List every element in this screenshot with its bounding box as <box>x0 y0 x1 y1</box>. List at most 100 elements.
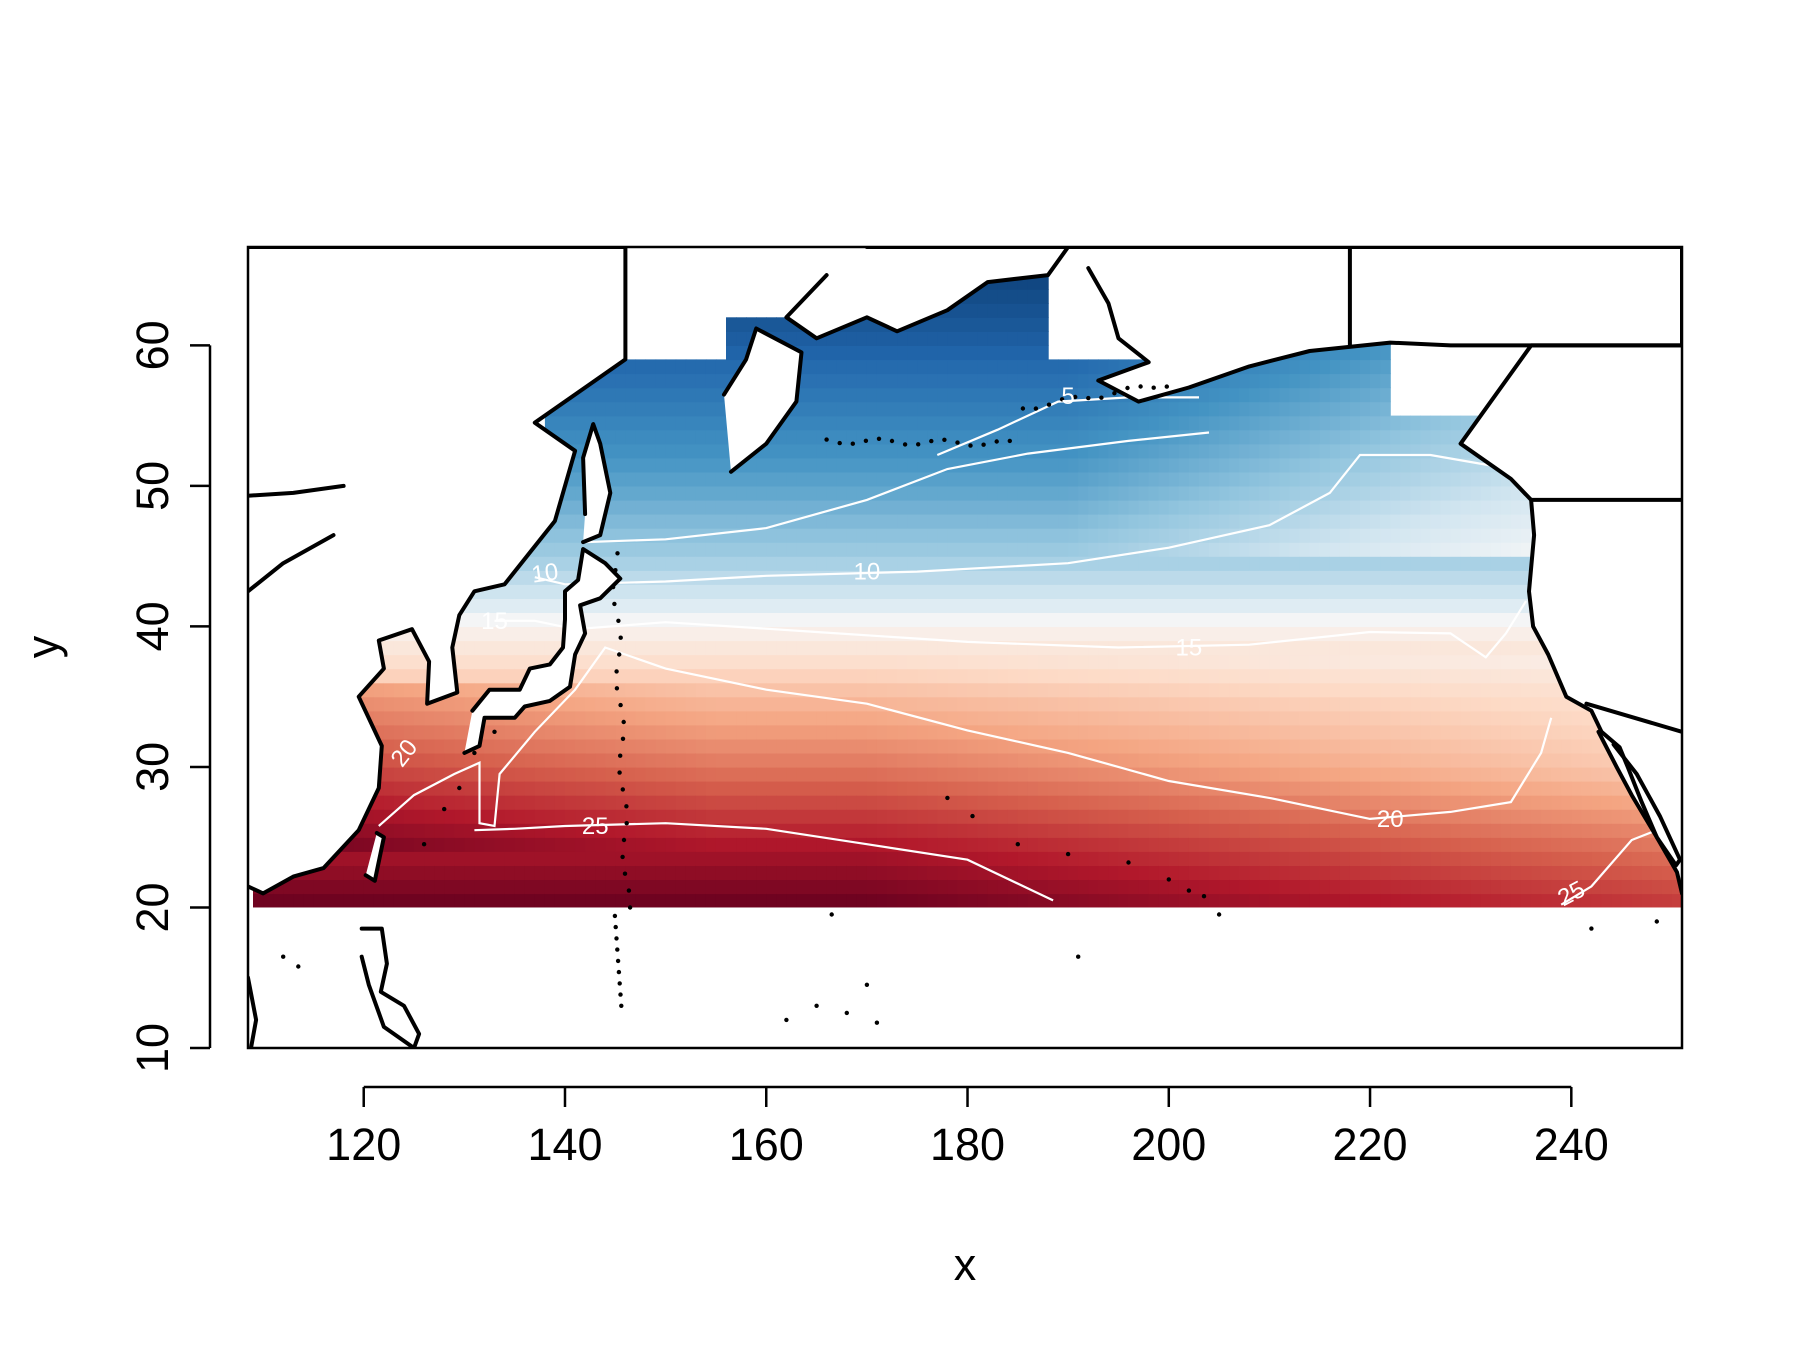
heatmap-cell <box>1390 612 1401 628</box>
heatmap-cell <box>504 584 516 599</box>
heatmap-cell <box>424 766 435 782</box>
heatmap-cell <box>1219 654 1230 670</box>
heatmap-cell <box>1400 823 1411 838</box>
heatmap-cell <box>937 654 948 670</box>
heatmap-cell <box>806 331 818 346</box>
heatmap-cell <box>1279 738 1291 754</box>
heatmap-cell <box>1380 724 1391 740</box>
heatmap-cell <box>1360 682 1371 698</box>
heatmap-cell <box>695 401 707 417</box>
heatmap-cell <box>544 415 556 431</box>
heatmap-cell <box>625 865 637 880</box>
heatmap-cell <box>776 514 787 529</box>
heatmap-cell <box>1571 893 1582 909</box>
heatmap-cell <box>836 893 848 909</box>
heatmap-cell <box>1138 499 1150 515</box>
heatmap-cell <box>1088 570 1099 585</box>
heatmap-cell <box>605 893 616 909</box>
heatmap-cell <box>1219 598 1230 613</box>
heatmap-cell <box>1259 373 1270 389</box>
heatmap-cell <box>1188 823 1200 838</box>
heatmap-cell <box>1490 781 1502 796</box>
heatmap-cell <box>836 654 848 670</box>
heatmap-cell <box>1017 387 1029 403</box>
heatmap-cell <box>917 584 928 599</box>
heatmap-cell <box>1058 612 1069 628</box>
heatmap-cell <box>1571 766 1582 782</box>
heatmap-cell <box>1178 514 1190 529</box>
heatmap-cell <box>1108 823 1120 838</box>
heatmap-cell <box>1339 443 1351 459</box>
heatmap-cell <box>1199 823 1210 838</box>
heatmap-cell <box>1027 752 1039 768</box>
heatmap-cell <box>1500 696 1512 712</box>
heatmap-cell <box>1390 570 1401 585</box>
heatmap-cell <box>635 415 647 431</box>
heatmap-cell <box>1007 598 1019 613</box>
heatmap-cell <box>897 373 908 389</box>
heatmap-cell <box>1430 682 1442 698</box>
heatmap-cell <box>1521 668 1532 684</box>
heatmap-cell <box>524 710 536 726</box>
heatmap-cell <box>544 598 556 613</box>
heatmap-cell <box>1349 612 1361 628</box>
heatmap-cell <box>1088 373 1099 389</box>
heatmap-cell <box>1571 851 1582 866</box>
heatmap-cell <box>1400 654 1411 670</box>
heatmap-cell <box>1138 654 1150 670</box>
heatmap-cell <box>1199 485 1210 501</box>
heatmap-cell <box>1098 738 1109 754</box>
heatmap-cell <box>856 345 868 361</box>
heatmap-cell <box>1299 724 1311 740</box>
heatmap-cell <box>987 317 999 332</box>
heatmap-cell <box>1027 429 1039 445</box>
heatmap-cell <box>1339 415 1351 431</box>
heatmap-cell <box>957 401 969 417</box>
heatmap-cell <box>1239 542 1250 557</box>
heatmap-cell <box>967 303 979 318</box>
heatmap-cell <box>927 359 938 375</box>
heatmap-cell <box>625 471 637 487</box>
heatmap-cell <box>1168 387 1180 403</box>
heatmap-cell <box>514 640 526 656</box>
heatmap-cell <box>1521 570 1532 585</box>
heatmap-cell <box>1048 823 1059 838</box>
heatmap-cell <box>897 584 908 599</box>
heatmap-cell <box>1038 668 1049 684</box>
heatmap-cell <box>866 542 878 557</box>
heatmap-cell <box>665 401 677 417</box>
heatmap-cell <box>645 499 657 515</box>
heatmap-cell <box>1349 485 1361 501</box>
heatmap-cell <box>1521 809 1532 824</box>
heatmap-cell <box>1460 598 1472 613</box>
heatmap-cell <box>665 766 677 782</box>
heatmap-cell <box>534 542 546 557</box>
heatmap-cell <box>957 724 969 740</box>
heatmap-cell <box>1541 823 1552 838</box>
heatmap-cell <box>957 893 969 909</box>
heatmap-cell <box>514 893 526 909</box>
heatmap-cell <box>1420 710 1432 726</box>
heatmap-cell <box>313 879 325 895</box>
heatmap-cell <box>434 809 445 824</box>
heatmap-cell <box>1420 457 1432 473</box>
heatmap-cell <box>1551 738 1562 754</box>
heatmap-cell <box>947 584 959 599</box>
heatmap-cell <box>1188 865 1200 880</box>
heatmap-cell <box>1007 471 1019 487</box>
heatmap-cell <box>665 485 677 501</box>
heatmap-cell <box>705 766 717 782</box>
heatmap-cell <box>917 528 928 543</box>
heatmap-cell <box>927 556 938 571</box>
heatmap-cell <box>1178 387 1190 403</box>
heatmap-cell <box>826 401 838 417</box>
heatmap-cell <box>1269 485 1281 501</box>
heatmap-cell <box>897 570 908 585</box>
heatmap-cell <box>605 626 616 642</box>
heatmap-cell <box>1209 457 1220 473</box>
heatmap-cell <box>987 443 999 459</box>
heatmap-cell <box>1017 626 1029 642</box>
heatmap-cell <box>1229 668 1240 684</box>
heatmap-cell <box>625 654 637 670</box>
heatmap-cell <box>806 415 818 431</box>
